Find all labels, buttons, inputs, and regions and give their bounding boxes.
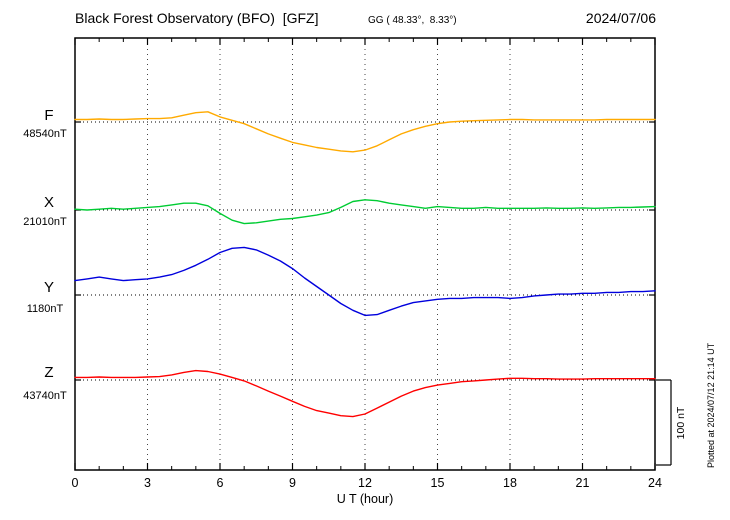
x-tick-label: 12 [358, 476, 372, 490]
x-tick-label: 3 [144, 476, 151, 490]
series-Z-baseline-value: 43740nT [23, 390, 67, 402]
plotted-at-note: Plotted at 2024/07/12 21:14 UT [706, 342, 716, 468]
series-Y-baseline-value: 1180nT [27, 303, 64, 315]
page-title: Black Forest Observatory (BFO) [GFZ] [75, 10, 318, 26]
x-tick-label: 24 [648, 476, 662, 490]
date-label: 2024/07/06 [586, 10, 656, 26]
trace-X [74, 199, 656, 225]
trace-Z [74, 369, 656, 418]
station-coordinates: GG ( 48.33°, 8.33°) [368, 15, 457, 26]
x-tick-label: 0 [72, 476, 79, 490]
x-tick-label: 9 [289, 476, 296, 490]
series-X-baseline-value: 21010nT [23, 216, 67, 228]
x-axis-label: U T (hour) [337, 492, 394, 506]
x-tick-label: 15 [431, 476, 445, 490]
x-tick-label: 21 [576, 476, 590, 490]
x-tick-label: 6 [217, 476, 224, 490]
scale-bar-label: 100 nT [675, 406, 687, 439]
trace-Y [74, 246, 656, 317]
series-F-baseline-value: 48540nT [23, 128, 67, 140]
series-X-label: X [44, 194, 54, 211]
series-Y-label: Y [44, 279, 54, 296]
plot-geometry: 0 3 6 9 12 15 18 21 24 [72, 37, 672, 490]
x-tick-label: 18 [503, 476, 517, 490]
trace-F [74, 111, 656, 153]
series-F-label: F [44, 107, 53, 124]
series-Z-label: Z [44, 364, 53, 381]
